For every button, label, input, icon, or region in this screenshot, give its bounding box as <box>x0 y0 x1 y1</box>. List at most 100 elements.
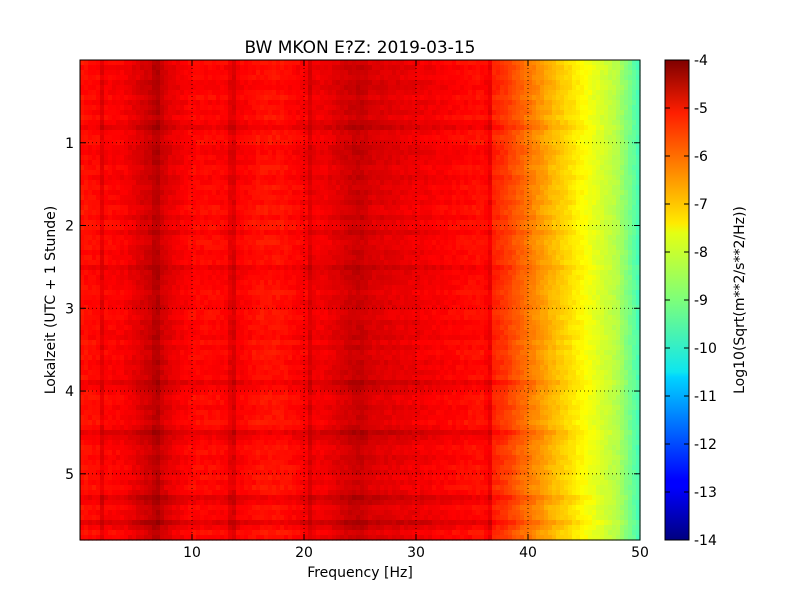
heatmap-cell <box>156 180 161 186</box>
heatmap-cell <box>348 220 353 226</box>
heatmap-cell <box>124 60 129 66</box>
heatmap-cell <box>480 145 485 151</box>
heatmap-cell <box>244 115 249 121</box>
heatmap-cell <box>428 235 433 241</box>
heatmap-cell <box>352 60 357 66</box>
heatmap-cell <box>448 125 453 131</box>
heatmap-cell <box>612 105 617 111</box>
heatmap-cell <box>112 210 117 216</box>
heatmap-cell <box>432 160 437 166</box>
heatmap-cell <box>636 195 641 201</box>
heatmap-cell <box>400 190 405 196</box>
heatmap-cell <box>448 185 453 191</box>
heatmap-cell <box>576 130 581 136</box>
heatmap-cell <box>112 195 117 201</box>
heatmap-cell <box>528 95 533 101</box>
heatmap-cell <box>236 150 241 156</box>
heatmap-cell <box>464 150 469 156</box>
heatmap-cell <box>284 230 289 236</box>
heatmap-cell <box>172 110 177 116</box>
heatmap-cell <box>488 65 493 71</box>
heatmap-cell <box>612 80 617 86</box>
heatmap-cell <box>256 140 261 146</box>
heatmap-cell <box>496 135 501 141</box>
heatmap-cell <box>392 70 397 76</box>
heatmap-cell <box>624 125 629 131</box>
heatmap-cell <box>340 180 345 186</box>
heatmap-cell <box>584 90 589 96</box>
heatmap-cell <box>268 150 273 156</box>
heatmap-cell <box>448 75 453 81</box>
heatmap-cell <box>216 130 221 136</box>
heatmap-cell <box>356 150 361 156</box>
heatmap-cell <box>512 205 517 211</box>
heatmap-cell <box>104 105 109 111</box>
heatmap-cell <box>620 65 625 71</box>
heatmap-cell <box>440 115 445 121</box>
heatmap-cell <box>528 160 533 166</box>
heatmap-cell <box>204 65 209 71</box>
heatmap-cell <box>620 175 625 181</box>
heatmap-cell <box>636 135 641 141</box>
heatmap-cell <box>404 95 409 101</box>
heatmap-cell <box>416 175 421 181</box>
heatmap-cell <box>304 125 309 131</box>
heatmap-cell <box>256 235 261 241</box>
heatmap-cell <box>636 145 641 151</box>
heatmap-cell <box>124 190 129 196</box>
heatmap-cell <box>480 80 485 86</box>
heatmap-cell <box>520 185 525 191</box>
heatmap-cell <box>164 160 169 166</box>
heatmap-cell <box>344 70 349 76</box>
heatmap-cell <box>324 115 329 121</box>
heatmap-cell <box>472 135 477 141</box>
heatmap-cell <box>504 80 509 86</box>
heatmap-cell <box>344 180 349 186</box>
heatmap-cell <box>628 205 633 211</box>
heatmap-cell <box>296 220 301 226</box>
heatmap-cell <box>136 185 141 191</box>
heatmap-cell <box>556 200 561 206</box>
heatmap-cell <box>576 155 581 161</box>
heatmap-cell <box>444 225 449 231</box>
heatmap-cell <box>436 125 441 131</box>
heatmap-cell <box>236 105 241 111</box>
heatmap-cell <box>312 230 317 236</box>
heatmap-cell <box>508 145 513 151</box>
heatmap-cell <box>564 115 569 121</box>
heatmap-cell <box>144 130 149 136</box>
heatmap-cell <box>600 200 605 206</box>
heatmap-cell <box>216 70 221 76</box>
heatmap-cell <box>612 70 617 76</box>
heatmap-cell <box>608 140 613 146</box>
heatmap-cell <box>488 195 493 201</box>
heatmap-cell <box>364 130 369 136</box>
heatmap-cell <box>208 95 213 101</box>
heatmap-cell <box>144 110 149 116</box>
heatmap-cell <box>332 175 337 181</box>
heatmap-cell <box>332 185 337 191</box>
heatmap-cell <box>344 235 349 241</box>
heatmap-cell <box>280 155 285 161</box>
heatmap-cell <box>248 175 253 181</box>
heatmap-cell <box>164 60 169 66</box>
heatmap-cell <box>600 195 605 201</box>
heatmap-cell <box>504 190 509 196</box>
heatmap-cell <box>496 230 501 236</box>
heatmap-cell <box>560 115 565 121</box>
heatmap-cell <box>600 185 605 191</box>
heatmap-cell <box>444 130 449 136</box>
heatmap-cell <box>472 145 477 151</box>
heatmap-cell <box>368 150 373 156</box>
heatmap-cell <box>568 155 573 161</box>
heatmap-cell <box>436 80 441 86</box>
heatmap-cell <box>548 170 553 176</box>
heatmap-cell <box>500 115 505 121</box>
heatmap-cell <box>484 105 489 111</box>
heatmap-cell <box>96 60 101 66</box>
heatmap-cell <box>248 150 253 156</box>
heatmap-cell <box>368 215 373 221</box>
heatmap-cell <box>388 75 393 81</box>
heatmap-cell <box>328 140 333 146</box>
heatmap-cell <box>592 125 597 131</box>
